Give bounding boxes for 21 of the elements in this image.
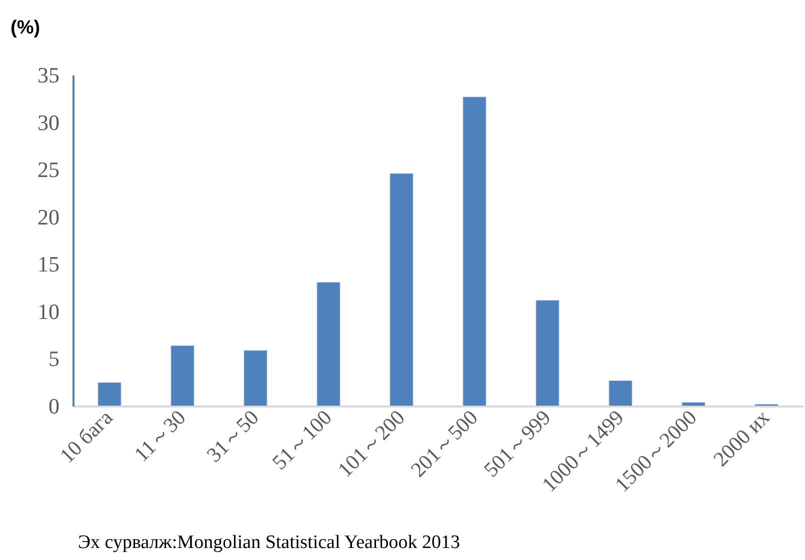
bar bbox=[681, 402, 706, 406]
bar bbox=[535, 300, 560, 406]
bar bbox=[97, 382, 122, 406]
y-tick-label: 30 bbox=[38, 110, 60, 135]
x-tick-label: 11～30 bbox=[129, 405, 190, 466]
y-axis-title: (%) bbox=[10, 18, 40, 38]
y-tick-label: 10 bbox=[38, 298, 60, 324]
y-tick-label: 25 bbox=[38, 157, 60, 182]
bar bbox=[462, 96, 487, 406]
bar bbox=[170, 344, 195, 406]
text: Эх сурвалж:Mongolian Statistical Yearbook 2013 bbox=[78, 532, 460, 553]
bar bbox=[243, 350, 268, 406]
y-tick-label: 0 bbox=[48, 394, 60, 418]
y-tick-label: 35 bbox=[38, 62, 60, 88]
bar bbox=[389, 172, 414, 406]
bar bbox=[608, 380, 633, 406]
y-tick-label: 20 bbox=[38, 204, 60, 230]
x-tick-label: 31～50 bbox=[202, 405, 264, 467]
bar bbox=[316, 282, 341, 406]
y-tick-label: 5 bbox=[48, 346, 60, 372]
y-tick-label: 15 bbox=[38, 252, 60, 277]
